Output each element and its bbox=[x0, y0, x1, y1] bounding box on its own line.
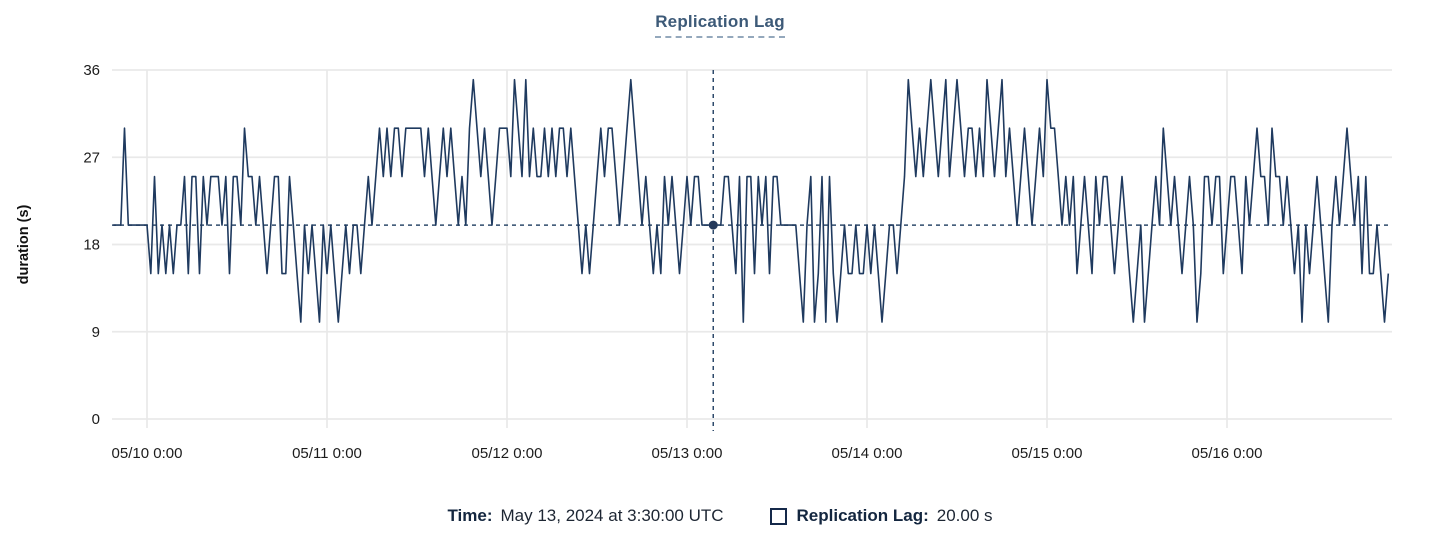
series-value: 20.00 s bbox=[936, 506, 993, 525]
x-tick-label: 05/13 0:00 bbox=[652, 445, 723, 462]
series-readout: Replication Lag: 20.00 s bbox=[769, 506, 993, 526]
y-tick-label: 27 bbox=[83, 149, 100, 166]
y-tick-label: 36 bbox=[83, 62, 100, 79]
y-axis-title: duration (s) bbox=[16, 204, 32, 284]
x-tick-label: 05/16 0:00 bbox=[1192, 445, 1263, 462]
chart-title[interactable]: Replication Lag bbox=[655, 12, 785, 38]
time-readout: Time: May 13, 2024 at 3:30:00 UTC bbox=[447, 506, 723, 526]
x-tick-label: 05/10 0:00 bbox=[112, 445, 183, 462]
x-tick-label: 05/11 0:00 bbox=[292, 445, 362, 462]
y-tick-label: 9 bbox=[92, 324, 100, 341]
hovered-point-dot[interactable] bbox=[708, 220, 718, 230]
hover-readout: Time: May 13, 2024 at 3:30:00 UTC Replic… bbox=[0, 506, 1440, 526]
series-label: Replication Lag: bbox=[796, 506, 929, 525]
x-tick-label: 05/12 0:00 bbox=[472, 445, 543, 462]
time-value: May 13, 2024 at 3:30:00 UTC bbox=[500, 506, 724, 525]
lag-series-line bbox=[113, 78, 1390, 323]
x-tick-label: 05/14 0:00 bbox=[832, 445, 903, 462]
x-tick-label: 05/15 0:00 bbox=[1012, 445, 1083, 462]
y-tick-label: 18 bbox=[83, 237, 100, 254]
chart-title-wrap: Replication Lag bbox=[0, 12, 1440, 38]
legend-square-icon[interactable] bbox=[769, 507, 787, 525]
time-label: Time: bbox=[447, 506, 493, 525]
replication-lag-chart[interactable]: 0 9 18 27 36 05/10 0:00 05/11 0:00 05/12 0:00 05… bbox=[0, 0, 1440, 478]
y-tick-label: 0 bbox=[92, 411, 100, 428]
